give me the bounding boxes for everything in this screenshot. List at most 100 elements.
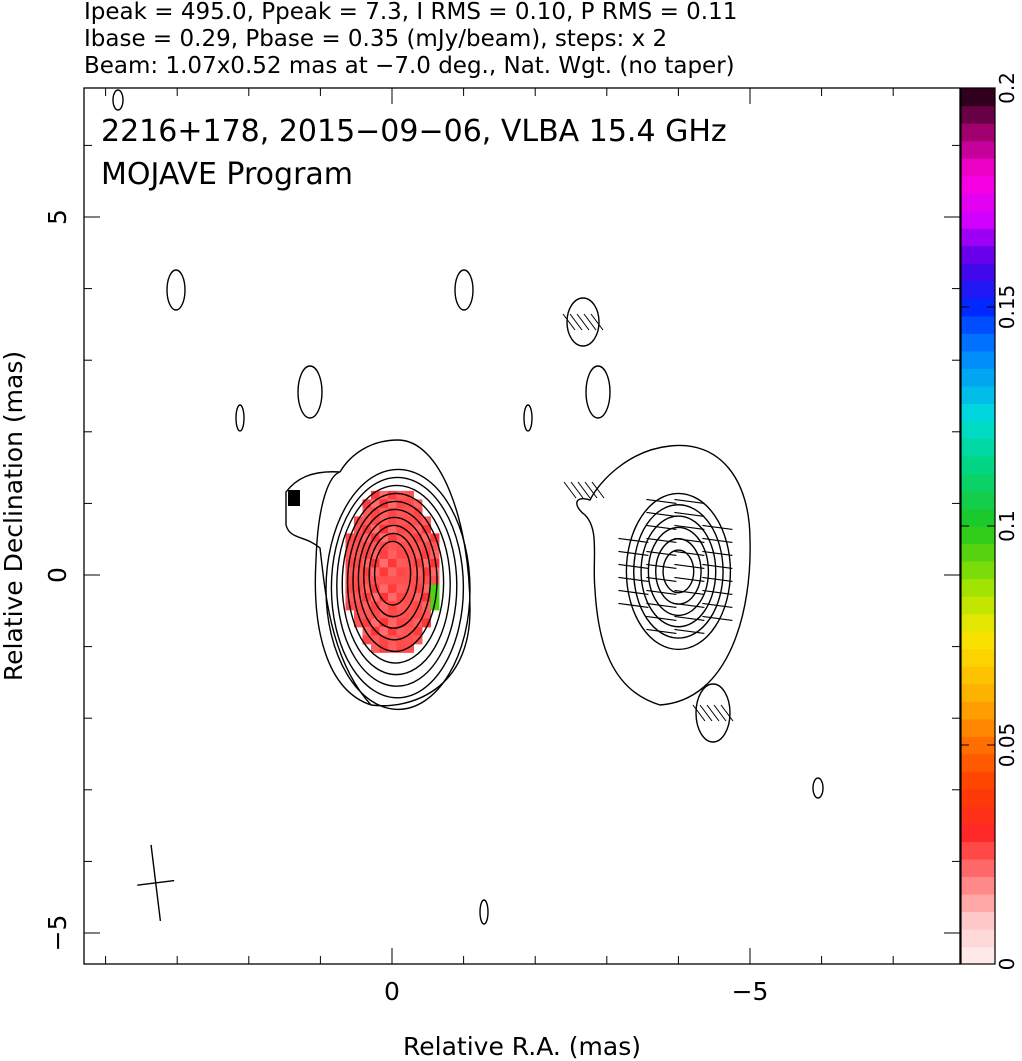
colorbar-segment — [961, 88, 995, 107]
pol-pixel — [370, 516, 380, 526]
pol-pixel — [379, 601, 389, 611]
pol-vector — [646, 550, 677, 557]
pol-pixel — [370, 499, 380, 509]
colorbar-segment — [961, 438, 995, 457]
pol-pixel — [387, 643, 397, 653]
core-contour — [330, 476, 465, 699]
pol-vector — [563, 481, 577, 499]
pol-pixel — [387, 592, 397, 602]
pol-pixel — [370, 643, 380, 653]
pol-pixel — [404, 533, 414, 543]
colorbar-segment — [961, 788, 995, 807]
pol-pixel — [413, 592, 423, 602]
pol-vector — [702, 563, 733, 570]
pol-pixel — [362, 499, 372, 509]
pol-pixel — [353, 601, 363, 611]
pol-pixel — [413, 533, 423, 543]
colorbar-segment — [961, 473, 995, 492]
colorbar-segment — [961, 455, 995, 475]
colorbar-segment — [961, 946, 995, 965]
pol-pixel — [404, 507, 414, 517]
noise-contour — [812, 777, 824, 799]
pol-pixel — [353, 550, 363, 560]
pol-pixel — [370, 567, 380, 577]
pol-pixel — [345, 584, 355, 594]
pol-pixel — [413, 626, 423, 636]
colorbar-segment — [961, 771, 995, 790]
pol-pixel — [387, 550, 397, 560]
pol-vector — [699, 704, 713, 722]
pol-pixel — [387, 490, 397, 500]
core-outer-contour — [285, 439, 471, 707]
colorbar-segment — [961, 158, 995, 177]
pol-pixel — [387, 567, 397, 577]
pol-pixel — [387, 618, 397, 628]
colorbar-segment — [961, 280, 995, 299]
pol-pixel — [370, 584, 380, 594]
pol-pixel — [404, 618, 414, 628]
y-axis-label: Relative Declination (mas) — [0, 351, 28, 681]
pol-pixel — [362, 609, 372, 619]
colorbar-segment — [961, 736, 995, 755]
pol-pixel — [379, 524, 389, 534]
colorbar-tick-label: 0.2 — [995, 72, 1019, 104]
colorbar-segment — [961, 228, 995, 247]
colorbar-segment — [961, 193, 995, 212]
colorbar-segment — [961, 543, 995, 562]
pol-pixel — [362, 635, 372, 645]
pol-vector — [674, 550, 705, 557]
pol-vector — [674, 628, 705, 635]
pol-pixel — [430, 558, 440, 568]
pol-pixel — [353, 516, 363, 526]
pol-pixel — [387, 584, 397, 594]
pol-vector — [674, 524, 705, 531]
colorbar-segment — [961, 385, 995, 404]
pol-pixel — [396, 575, 406, 585]
pol-vector — [674, 511, 705, 518]
pol-vector — [618, 537, 649, 544]
total-intensity-contours — [112, 89, 824, 925]
beam-minor-axis — [137, 879, 175, 886]
pol-pixel — [345, 541, 355, 551]
colorbar-segment — [961, 701, 995, 720]
colorbar-segment — [961, 508, 995, 527]
pol-pixel — [387, 507, 397, 517]
colorbar-segment — [961, 823, 995, 842]
pol-pixel — [404, 592, 414, 602]
pol-pixel — [345, 558, 355, 568]
pol-pixel — [387, 575, 397, 585]
colorbar-segment — [961, 350, 995, 369]
pol-pixel — [370, 609, 380, 619]
y-tick-label: −5 — [43, 915, 72, 952]
plot-subtitle: MOJAVE Program — [101, 157, 353, 192]
noise-contour — [166, 269, 186, 311]
pol-pixel — [353, 533, 363, 543]
pol-pixel — [396, 516, 406, 526]
pol-pixel — [421, 567, 431, 577]
pol-pixel — [379, 567, 389, 577]
pol-vector — [646, 615, 677, 622]
colorbar-segment — [961, 666, 995, 685]
pol-pixel — [387, 601, 397, 611]
pol-pixel — [404, 541, 414, 551]
colorbar-tick-label: 0.1 — [995, 510, 1019, 542]
pol-pixel — [345, 592, 355, 602]
core-contour — [363, 524, 425, 629]
pol-pixel — [387, 524, 397, 534]
pol-pixel — [370, 533, 380, 543]
core-contour — [373, 540, 412, 606]
pol-pixel — [387, 558, 397, 568]
plot-area — [112, 89, 824, 925]
pol-vector — [713, 704, 727, 722]
pol-pixel — [379, 626, 389, 636]
colorbar-segment — [961, 175, 995, 194]
colorbar-segment — [961, 420, 995, 439]
pol-vector — [562, 313, 576, 331]
pol-pixel — [404, 635, 414, 645]
pol-pixel — [396, 643, 406, 653]
pol-pixel — [379, 584, 389, 594]
pol-pixel — [362, 592, 372, 602]
pol-pixel — [379, 541, 389, 551]
colorbar-segment — [961, 140, 995, 159]
pol-pixel — [396, 618, 406, 628]
